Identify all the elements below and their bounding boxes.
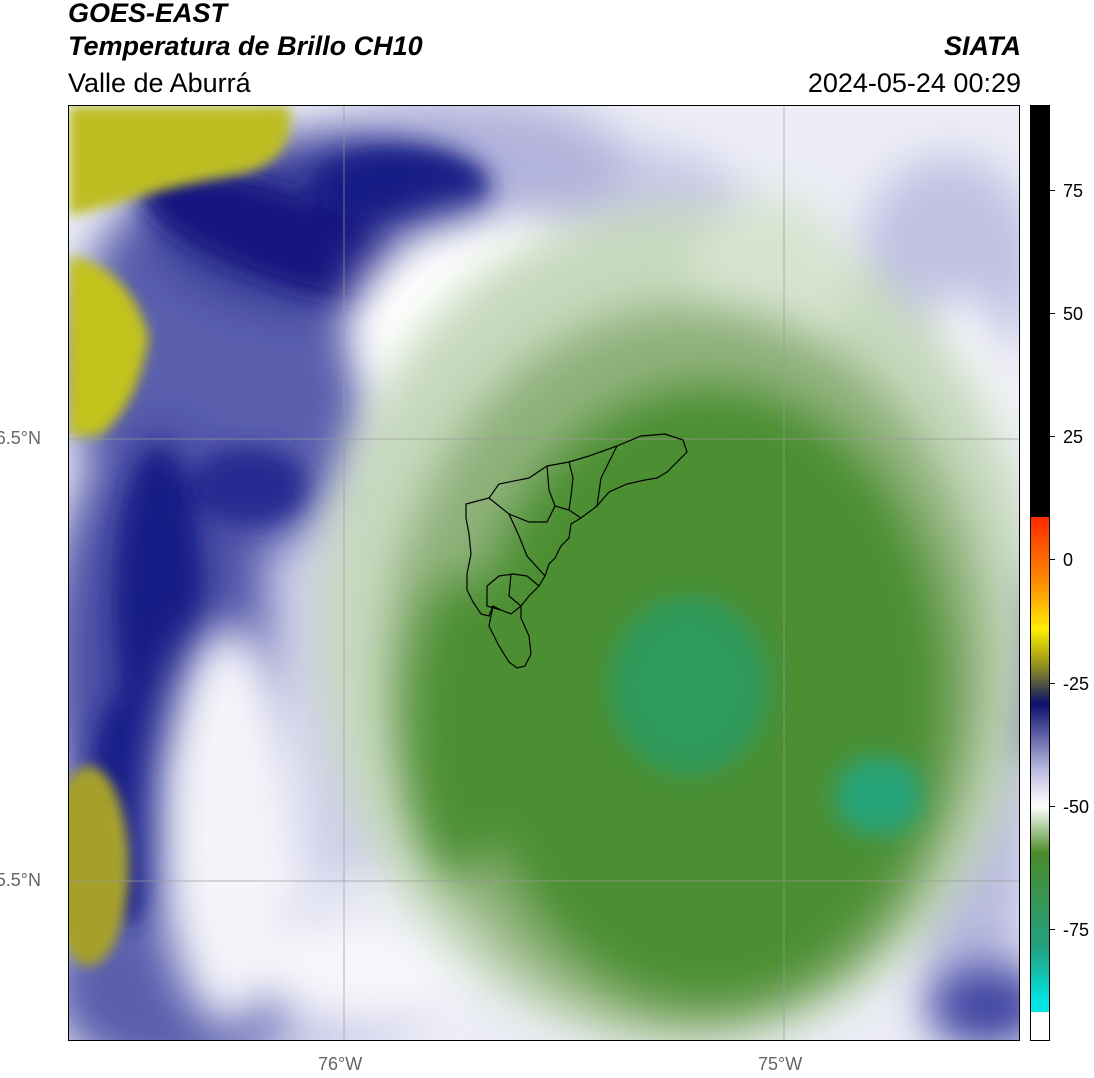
colorbar-tick-label: -50 bbox=[1063, 797, 1090, 817]
colorbar-tick-label: 75 bbox=[1063, 181, 1084, 201]
map-canvas bbox=[69, 106, 1019, 1040]
timestamp-label: 2024-05-24 00:29 bbox=[807, 68, 1021, 98]
colorbar-tick-label: -25 bbox=[1063, 674, 1090, 694]
temperature-colorbar bbox=[1030, 105, 1050, 1041]
colorbar-tick bbox=[1049, 929, 1055, 930]
convective-core-teal bbox=[609, 596, 924, 836]
brightness-temperature-map[interactable] bbox=[68, 105, 1020, 1041]
colorbar-tick bbox=[1049, 190, 1055, 191]
colorbar-tick bbox=[1049, 436, 1055, 437]
cloud-layer-olive bbox=[69, 106, 291, 966]
gridlines bbox=[69, 106, 1019, 1040]
colorbar-tick-label: 50 bbox=[1063, 304, 1084, 324]
longitude-label: 75°W bbox=[758, 1054, 803, 1074]
colorbar-tick-label: 25 bbox=[1063, 427, 1084, 447]
colorbar-tick bbox=[1049, 559, 1055, 560]
region-subtitle: Valle de Aburrá bbox=[68, 68, 251, 98]
colorbar-tick bbox=[1049, 683, 1055, 684]
colorbar-tick-label: 0 bbox=[1063, 550, 1074, 570]
satellite-title: GOES-EAST bbox=[68, 0, 228, 28]
municipal-boundaries bbox=[465, 433, 688, 669]
colorbar-tick bbox=[1049, 313, 1055, 314]
cloud-layer-navy bbox=[89, 146, 489, 926]
organization-label: SIATA bbox=[944, 31, 1021, 61]
product-title: Temperatura de Brillo CH10 bbox=[68, 31, 423, 61]
longitude-label: 76°W bbox=[318, 1054, 363, 1074]
latitude-label: 6.5°N bbox=[0, 428, 41, 448]
latitude-label: 5.5°N bbox=[0, 870, 41, 890]
colorbar-tick bbox=[1049, 806, 1055, 807]
colorbar-tick-label: -75 bbox=[1063, 920, 1090, 940]
